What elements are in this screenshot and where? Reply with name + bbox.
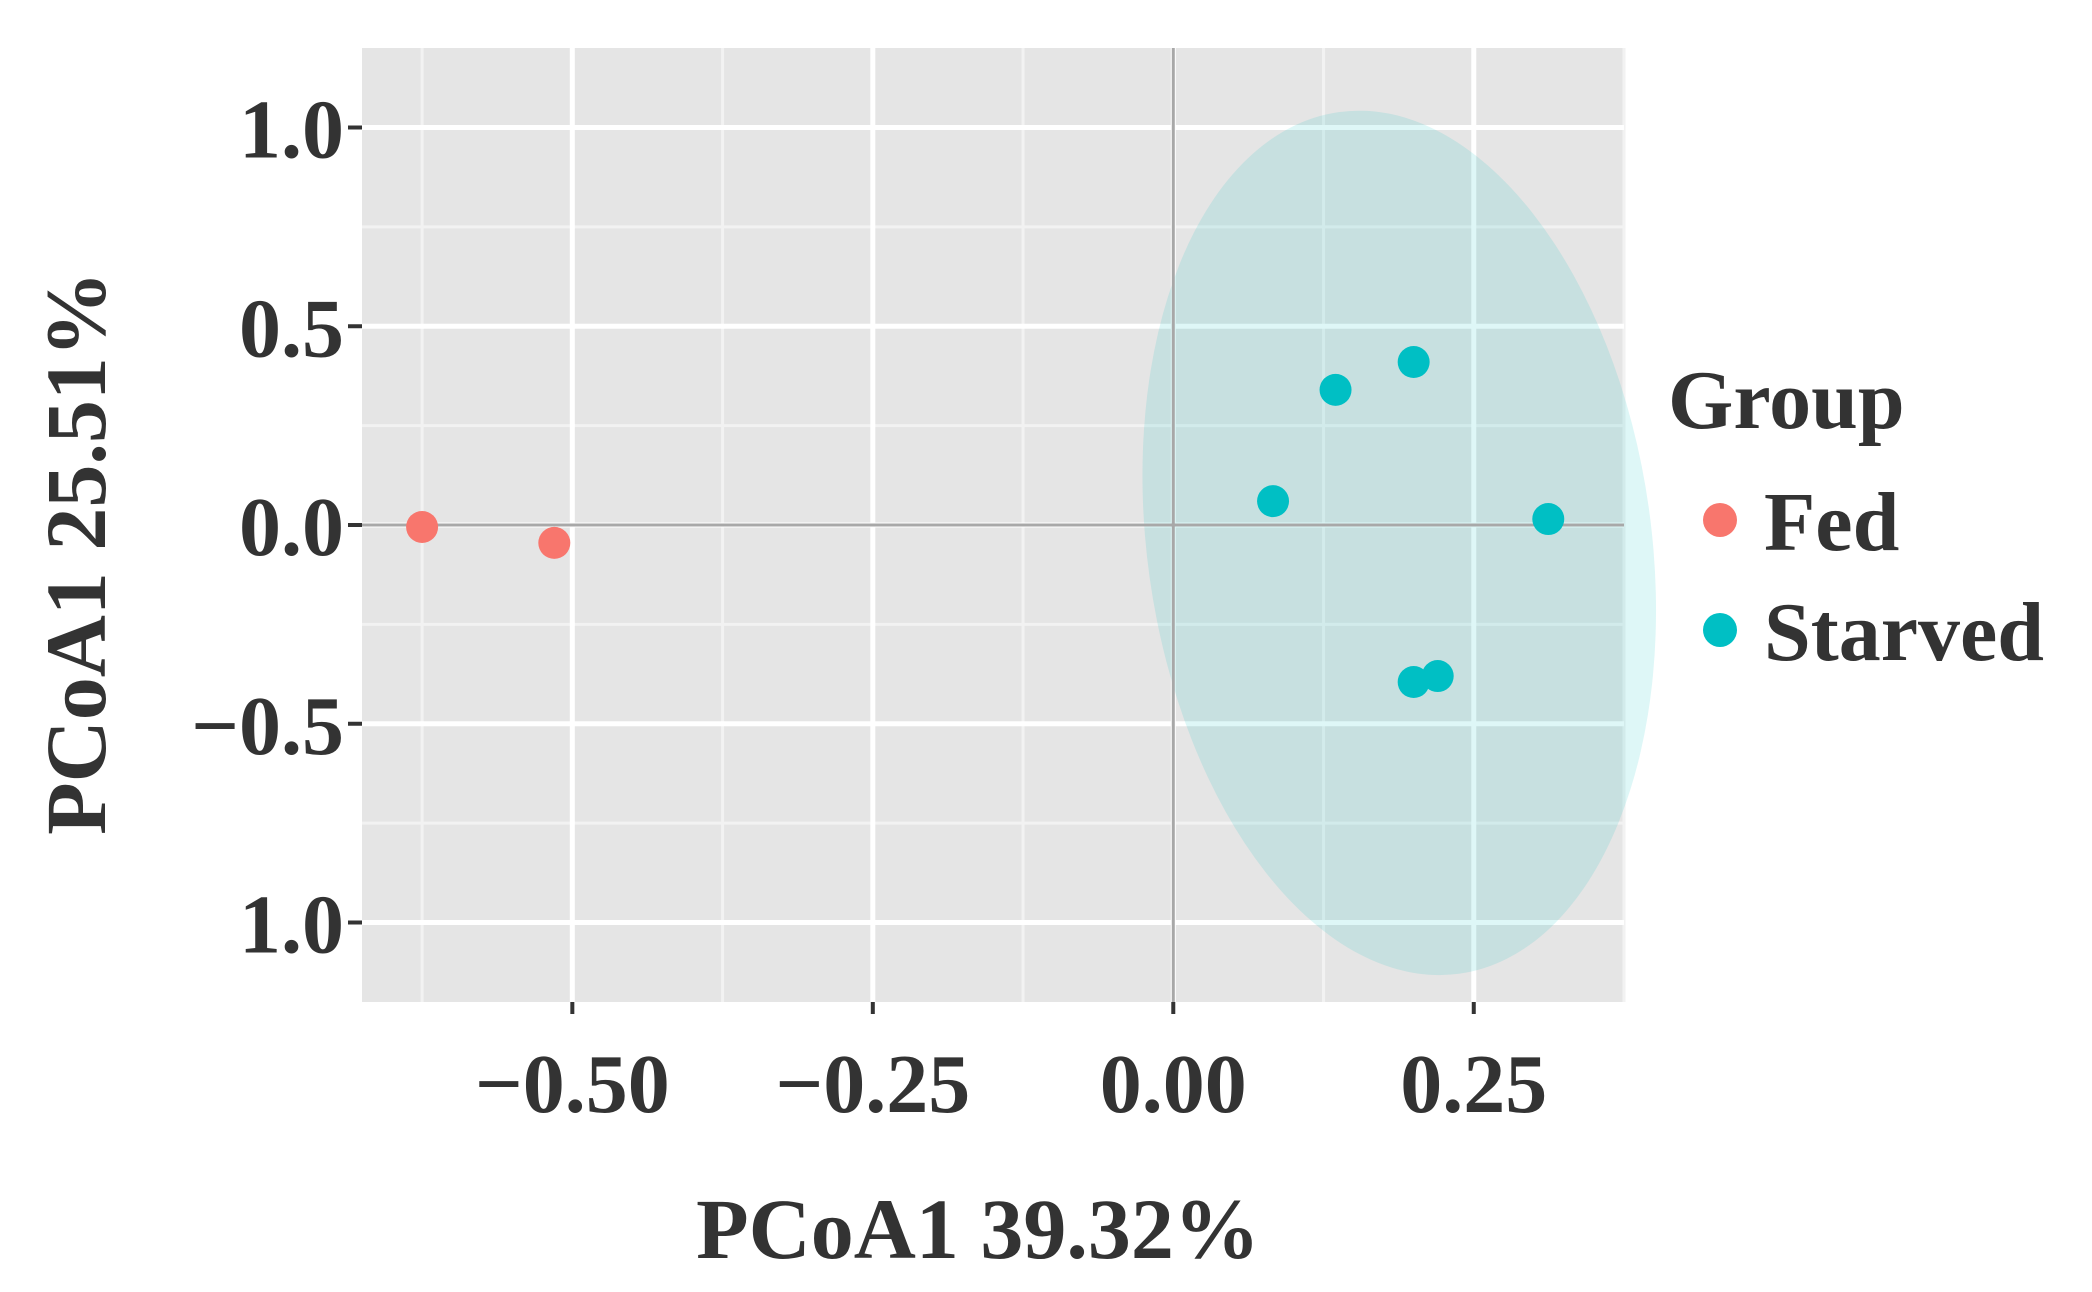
point-starved [1397,666,1430,699]
reference-lines [362,48,1624,1002]
legend-title: Group [1668,354,1905,447]
legend-key-fed [1703,503,1737,537]
point-starved [1532,503,1565,536]
y-axis: 1.0 0.5 0.0 −0.5 1.0 [191,84,362,972]
ellipse-starved [1142,110,1657,976]
point-starved [1319,373,1352,406]
y-tick-label: 1.0 [239,879,344,972]
legend-label-fed: Fed [1764,476,1899,569]
x-tick-label: −0.50 [475,1038,670,1131]
point-starved [1397,346,1430,379]
point-fed [406,510,439,543]
y-tick-label: 0.0 [239,481,344,574]
legend-label-starved: Starved [1764,586,2044,679]
data-points [406,346,1565,699]
x-tick-label: −0.25 [775,1038,970,1131]
legend: Group Fed Starved [1668,354,2044,679]
y-axis-title: PCoA1 25.51% [28,271,124,835]
point-fed [538,526,571,559]
legend-key-starved [1703,613,1737,647]
point-starved [1257,485,1290,518]
y-tick-label: 0.5 [239,282,344,375]
y-tick-label: −0.5 [191,680,344,773]
y-tick-label: 1.0 [239,84,344,177]
point-starved [1421,660,1454,693]
x-tick-label: 0.25 [1400,1038,1547,1131]
x-tick-label: 0.00 [1100,1038,1247,1131]
confidence-ellipses [1142,110,1657,976]
x-axis: −0.50 −0.25 0.00 0.25 [475,1002,1547,1131]
x-axis-title: PCoA1 39.32% [696,1181,1260,1277]
